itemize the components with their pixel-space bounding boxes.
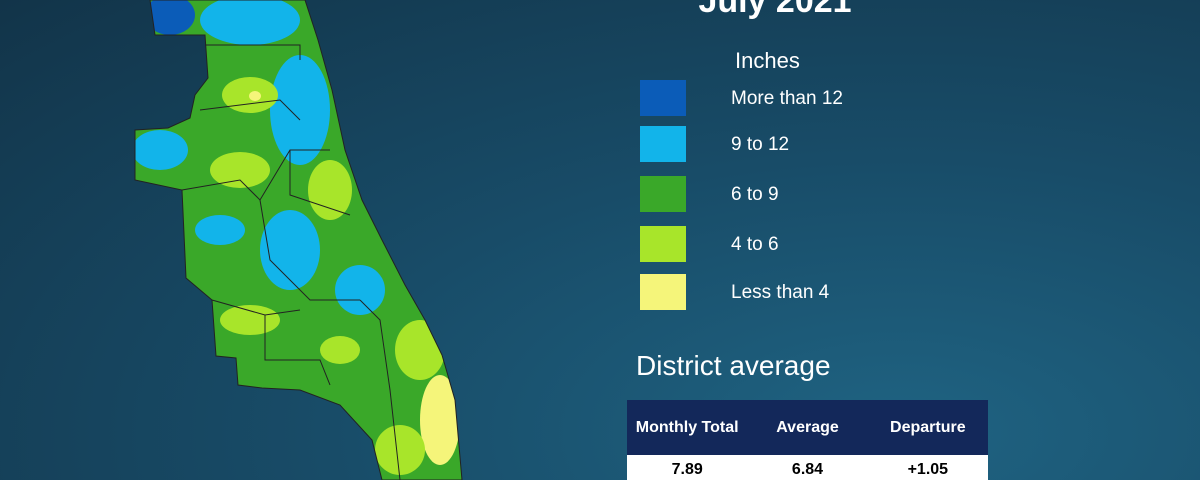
county-lines — [181, 44, 401, 480]
column-header: Average — [747, 400, 868, 455]
table-cell: +1.05 — [867, 455, 988, 480]
legend-label: 9 to 12 — [731, 134, 790, 155]
legend-swatch — [640, 274, 686, 310]
legend-swatch — [640, 80, 686, 116]
column-header: Departure — [867, 400, 988, 455]
header-row: Monthly Total Average Departure — [627, 400, 988, 455]
legend-label: More than 12 — [731, 88, 843, 109]
table-cell: 7.89 — [627, 455, 748, 480]
legend-label: 6 to 9 — [731, 184, 779, 205]
column-header: Monthly Total — [627, 400, 748, 455]
map-fill — [135, 0, 462, 480]
legend-title: Inches — [735, 48, 800, 73]
district-title: District average — [636, 350, 831, 381]
legend-swatch — [640, 176, 686, 212]
legend-swatch — [640, 126, 686, 162]
district-table: Monthly Total Average Departure 7.89 6.84 +1.… — [627, 400, 988, 480]
legend-label: Less than 4 — [731, 282, 830, 303]
legend-swatch — [640, 226, 686, 262]
legend-label: 4 to 6 — [731, 234, 779, 255]
table-row: 7.89 6.84 +1.05 — [627, 455, 988, 480]
title: July 2021 — [698, 0, 852, 20]
table-cell: 6.84 — [747, 455, 868, 480]
